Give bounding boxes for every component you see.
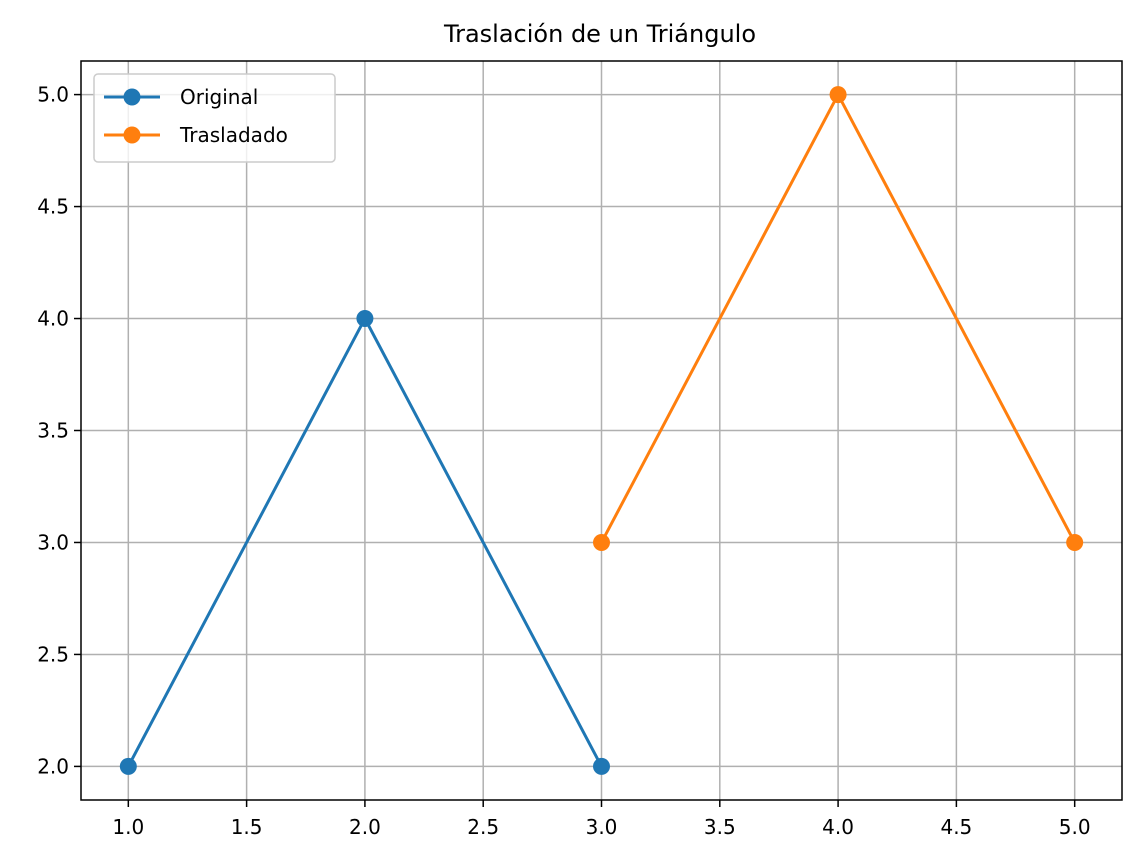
x-axis: 1.0 1.5 2.0 2.5 3.0 3.5 4.0 4.5 5.0	[112, 800, 1091, 839]
x-tick-label: 5.0	[1059, 815, 1091, 839]
legend-item: Trasladado	[104, 123, 288, 147]
y-tick-label: 3.5	[37, 419, 69, 443]
x-tick-label: 1.0	[112, 815, 144, 839]
series-layer	[119, 86, 1084, 775]
legend-label: Trasladado	[179, 123, 288, 147]
data-point	[593, 757, 610, 775]
series-trasladado	[593, 86, 1084, 551]
data-point	[829, 86, 847, 104]
x-tick-label: 2.5	[467, 815, 499, 839]
data-point	[593, 533, 610, 551]
y-tick-label: 2.0	[37, 754, 69, 778]
data-point	[356, 310, 374, 328]
x-tick-label: 3.5	[704, 815, 736, 839]
x-tick-label: 2.0	[349, 815, 381, 839]
series-original	[119, 310, 610, 775]
legend-label: Original	[180, 85, 258, 109]
y-axis: 2.0 2.5 3.0 3.5 4.0 4.5 5.0	[37, 83, 81, 778]
y-tick-label: 4.5	[37, 195, 69, 219]
data-point	[119, 757, 137, 775]
legend-marker	[123, 88, 141, 106]
data-point	[1066, 533, 1084, 551]
x-tick-label: 4.5	[940, 815, 972, 839]
chart-title: Traslación de un Triángulo	[443, 20, 756, 48]
y-tick-label: 2.5	[37, 642, 69, 666]
x-tick-label: 4.0	[822, 815, 854, 839]
y-tick-label: 5.0	[37, 83, 69, 107]
y-tick-label: 3.0	[37, 530, 69, 554]
legend-marker	[123, 126, 141, 144]
x-tick-label: 3.0	[586, 815, 618, 839]
legend-item: Original	[104, 85, 258, 109]
y-tick-label: 4.0	[37, 307, 69, 331]
legend: Original Trasladado	[93, 73, 336, 163]
x-tick-label: 1.5	[231, 815, 263, 839]
